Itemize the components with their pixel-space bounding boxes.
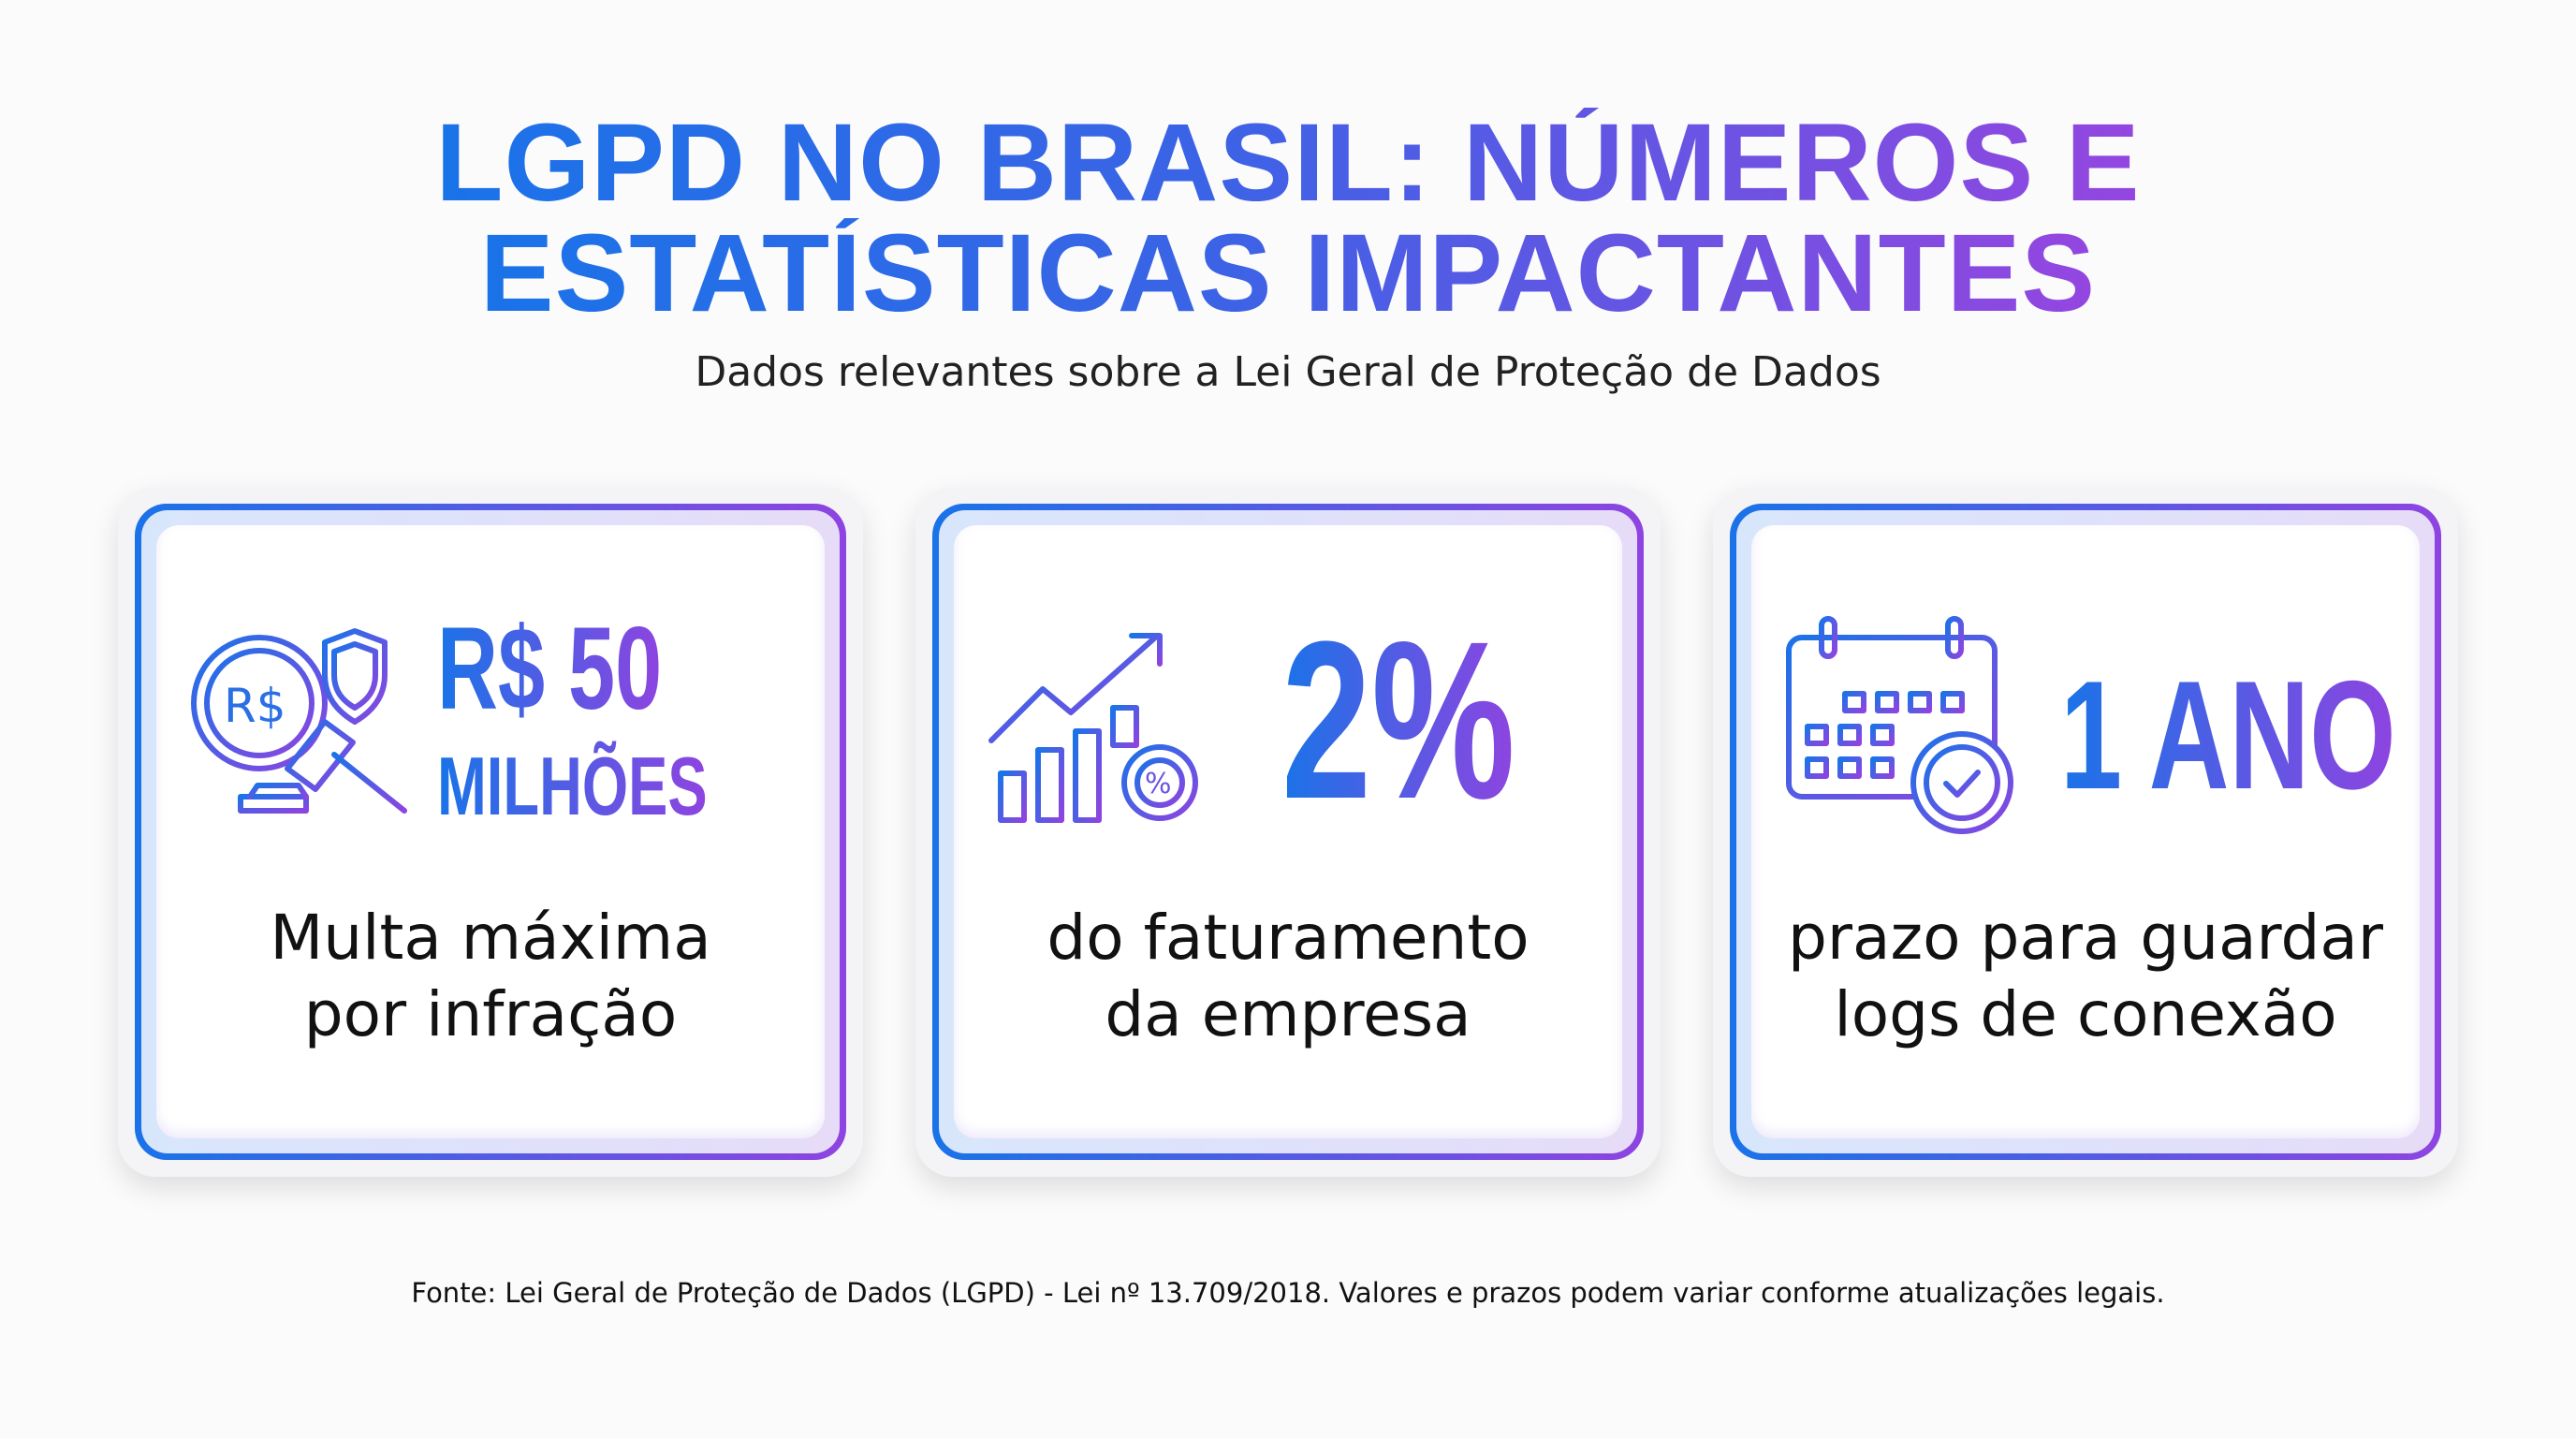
svg-text:R$: R$ xyxy=(224,679,286,733)
subtitle: Dados relevantes sobre a Lei Geral de Pr… xyxy=(695,348,1881,396)
stat-value: 1 ANO xyxy=(2060,647,2396,824)
stat-description: do faturamento da empresa xyxy=(954,900,1622,1053)
desc-line: prazo para guardar xyxy=(1788,902,2383,974)
stat-card-fine: R$ R$ 50 MILHÕES Multa máxima por infraç… xyxy=(118,487,863,1177)
desc-line: Multa máxima xyxy=(270,902,711,974)
title-line-2: ESTATÍSTICAS IMPACTANTES xyxy=(479,212,2097,335)
stat-description: prazo para guardar logs de conexão xyxy=(1751,900,2420,1053)
stat-description: Multa máxima por infração xyxy=(156,900,825,1053)
svg-text:%: % xyxy=(1145,768,1172,800)
gavel-magnifier-shield-icon: R$ xyxy=(191,628,407,814)
stat-value: 2% xyxy=(1281,591,1515,849)
calendar-check-icon xyxy=(1786,616,2013,834)
stat-value-unit: MILHÕES xyxy=(437,740,708,832)
title-line-1: LGPD NO BRASIL: NÚMEROS E xyxy=(435,101,2141,225)
growth-chart-percent-gear-icon: % xyxy=(988,633,1198,828)
stat-value: R$ 50 xyxy=(437,604,663,734)
page-title: LGPD NO BRASIL: NÚMEROS E ESTATÍSTICAS I… xyxy=(0,108,2576,329)
source-footnote: Fonte: Lei Geral de Proteção de Dados (L… xyxy=(411,1277,2165,1309)
desc-line: por infração xyxy=(303,978,678,1050)
desc-line: da empresa xyxy=(1105,978,1471,1050)
stat-card-revenue: % 2% do faturamento da empresa xyxy=(915,487,1661,1177)
desc-line: do faturamento xyxy=(1046,902,1530,974)
stat-card-retention: 1 ANO prazo para guardar logs de conexão xyxy=(1713,487,2458,1177)
desc-line: logs de conexão xyxy=(1834,978,2337,1050)
